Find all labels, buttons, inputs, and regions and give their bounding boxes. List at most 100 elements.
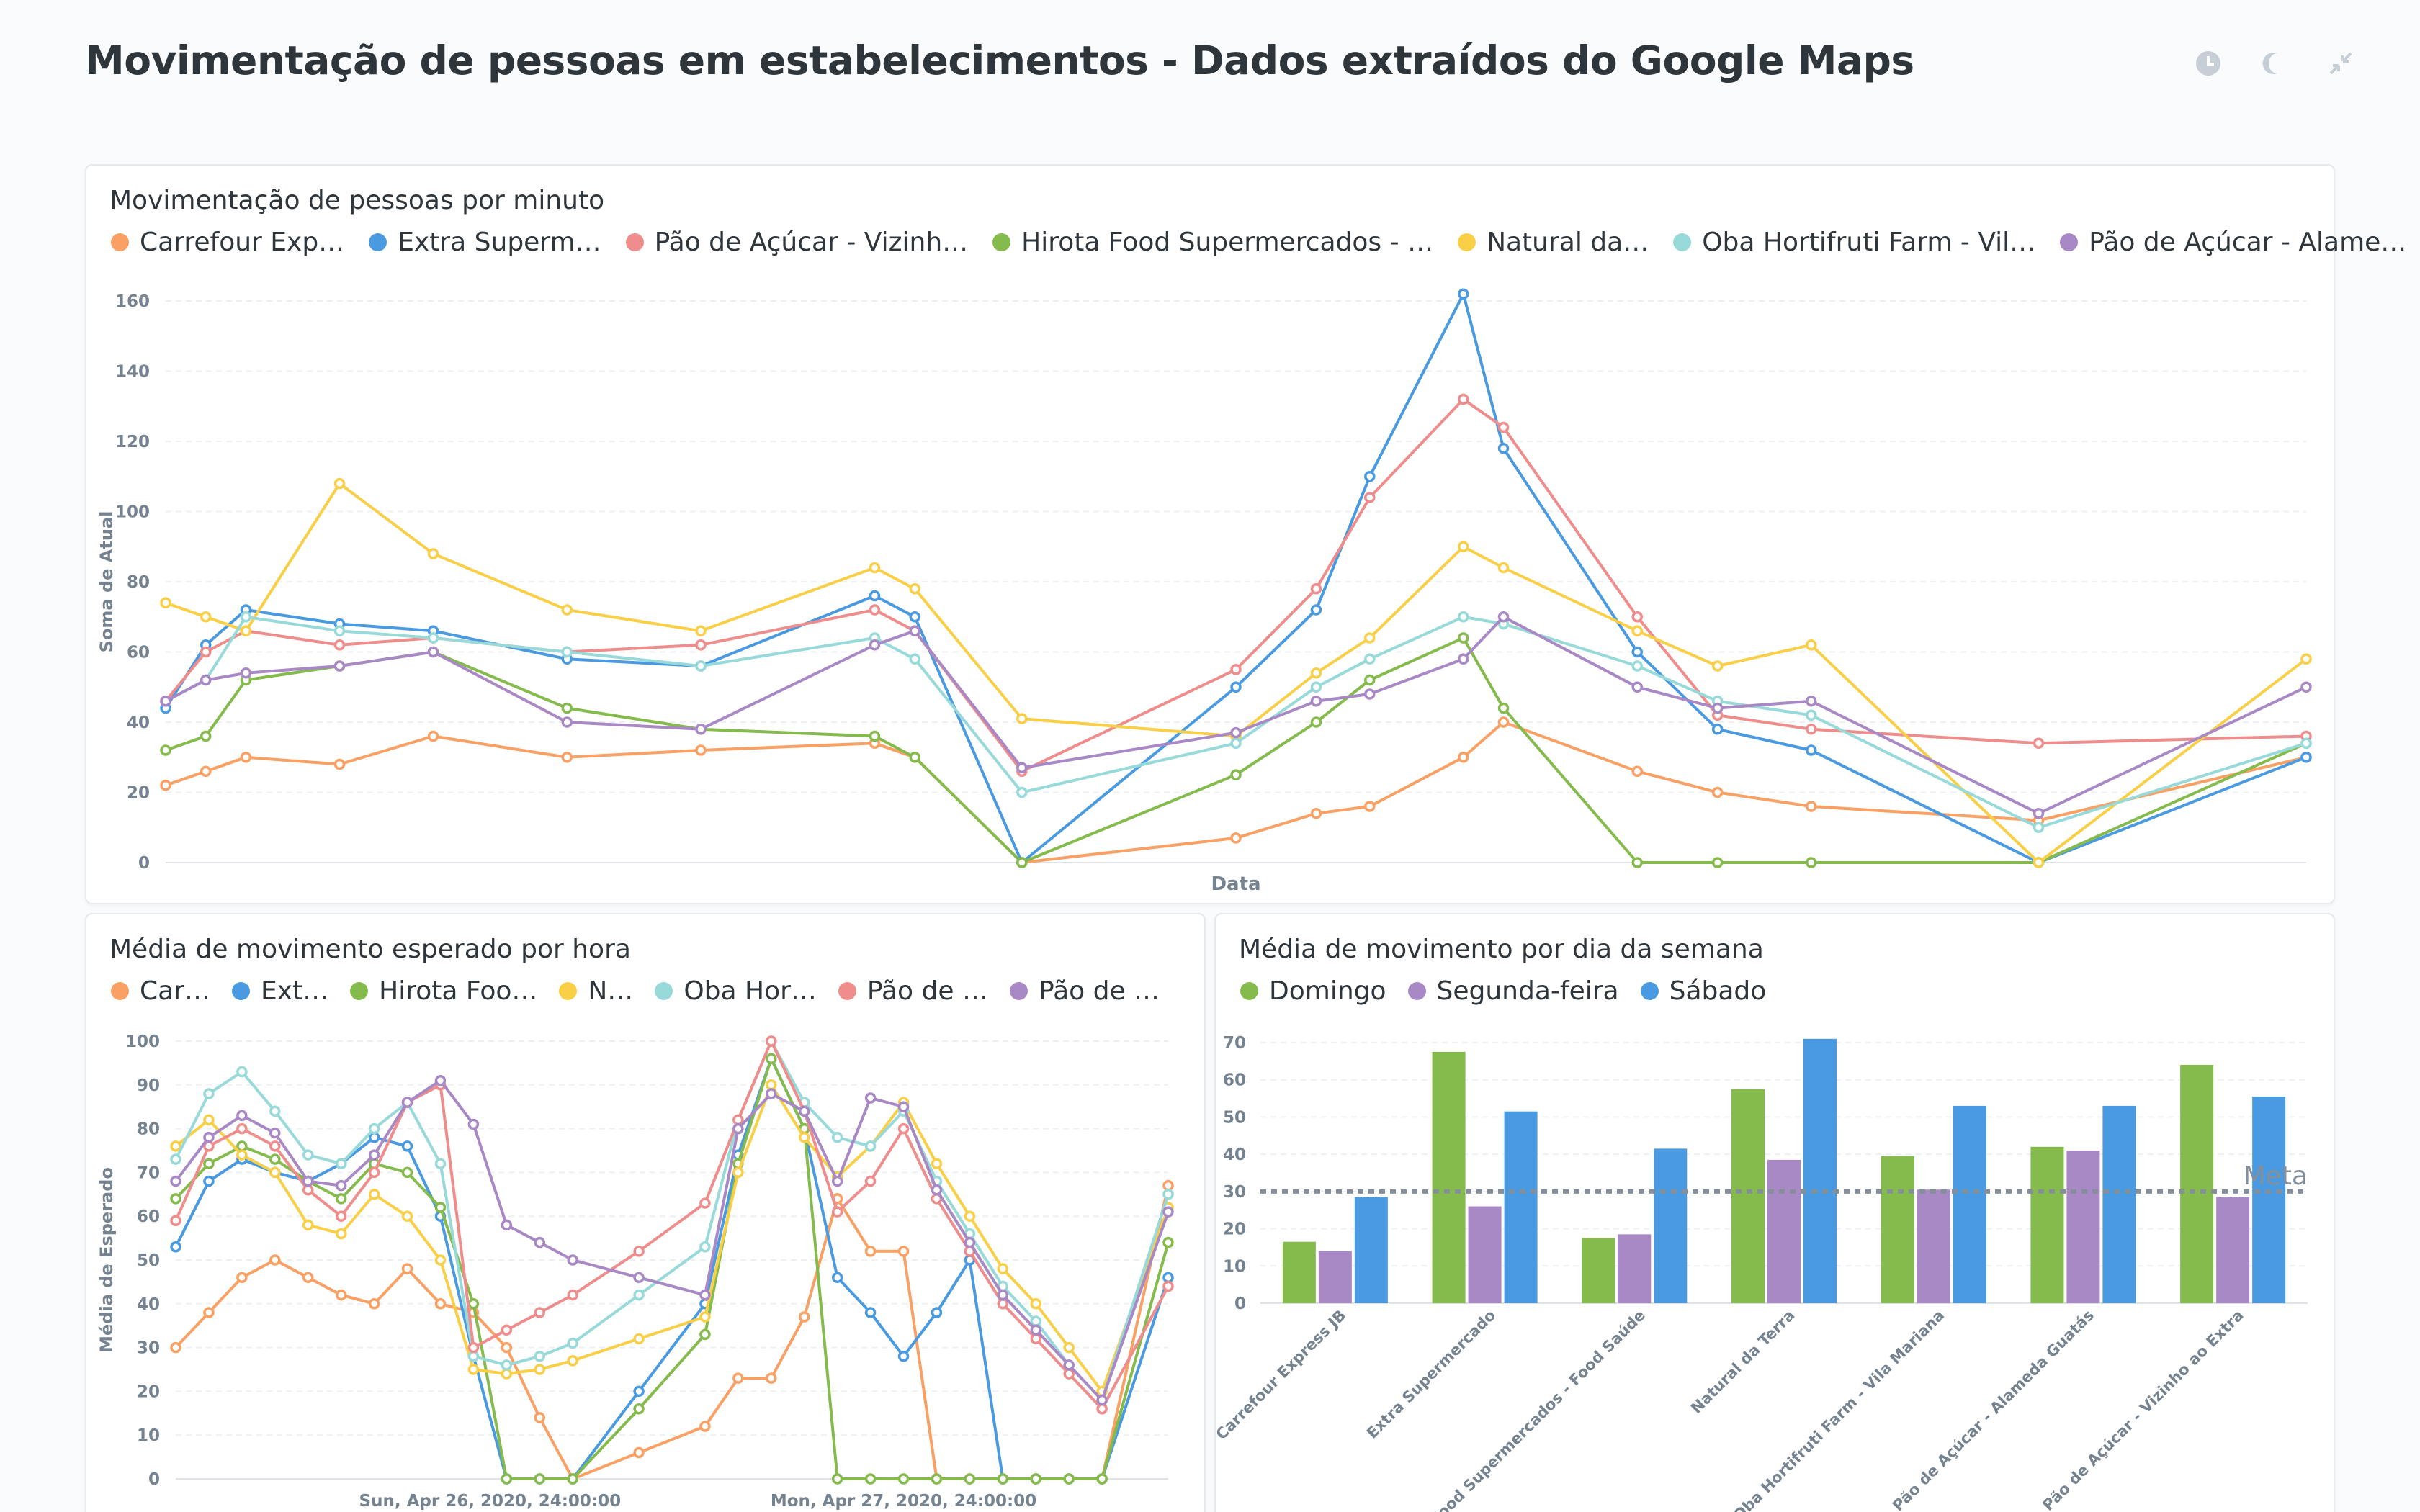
data-point-extra-supermercado: [1364, 471, 1376, 482]
moon-icon[interactable]: [2260, 49, 2289, 78]
data-point-natural-da-terra: [203, 1114, 215, 1126]
x-tick-label: Sun, Apr 26, 2020, 24:00:00: [359, 1492, 622, 1511]
legend-item-oba-hortifruti-farm-vila-mariana[interactable]: Oba Hortifruti Farm - Vil…: [1673, 228, 2035, 257]
bar-domingo: [1582, 1238, 1615, 1303]
data-point-pao-de-acucar-vizinho-ao-extra: [236, 1122, 248, 1135]
data-point-pao-de-acucar-alameda-guatas: [501, 1219, 513, 1231]
x-tick-label: Hirota Food Supermercados - Food Saúde: [1386, 1307, 1649, 1512]
data-point-carrefour-express-jb: [1162, 1179, 1174, 1192]
data-point-oba-hortifruti-farm-vila-mariana: [236, 1066, 248, 1078]
data-point-hirota-food-supermercados-food-saude: [831, 1473, 843, 1485]
data-point-pao-de-acucar-vizinho-ao-extra: [897, 1122, 910, 1135]
clock-icon[interactable]: [2194, 49, 2223, 78]
data-point-hirota-food-supermercados-food-saude: [561, 702, 573, 714]
data-point-hirota-food-supermercados-food-saude: [1063, 1473, 1075, 1485]
legend-item-oba-hortifruti-farm-vila-mariana[interactable]: Oba Hor…: [655, 976, 817, 1006]
data-point-carrefour-express-jb: [1805, 801, 1817, 812]
data-point-oba-hortifruti-farm-vila-mariana: [561, 646, 573, 658]
data-point-hirota-food-supermercados-food-saude: [1030, 1473, 1042, 1485]
data-point-natural-da-terra: [1631, 625, 1643, 636]
legend-item-pao-de-acucar-vizinho-ao-extra[interactable]: Pão de Açúcar - Vizinh…: [625, 228, 969, 257]
data-point-oba-hortifruti-farm-vila-mariana: [269, 1105, 281, 1117]
y-tick-label: 0: [1234, 1295, 1246, 1313]
y-tick-label: 40: [137, 1295, 160, 1314]
legend-label: Pão de …: [1038, 976, 1160, 1006]
x-tick-label: Natural da Terra: [1688, 1307, 1798, 1417]
data-point-oba-hortifruti-farm-vila-mariana: [170, 1153, 182, 1165]
data-point-extra-supermercado: [909, 611, 920, 623]
legend-label: Oba Hortifruti Farm - Vil…: [1702, 228, 2036, 257]
dashboard-title: Movimentação de pessoas em estabelecimen…: [85, 37, 1914, 84]
data-point-pao-de-acucar-alameda-guatas: [1063, 1359, 1075, 1371]
legend-item-extra-supermercado[interactable]: Extra Superm…: [369, 228, 601, 257]
data-point-pao-de-acucar-alameda-guatas: [695, 724, 707, 735]
data-point-pao-de-acucar-alameda-guatas: [561, 716, 573, 728]
data-point-natural-da-terra: [561, 604, 573, 616]
legend-item-pao-de-acucar-alameda-guatas[interactable]: Pão de Açúcar - Alame…: [2060, 228, 2406, 257]
data-point-hirota-food-supermercados-food-saude: [269, 1153, 281, 1165]
data-point-hirota-food-supermercados-food-saude: [909, 752, 920, 763]
data-point-pao-de-acucar-vizinho-ao-extra: [695, 639, 707, 651]
data-point-natural-da-terra: [633, 1333, 645, 1345]
data-point-oba-hortifruti-farm-vila-mariana: [240, 611, 252, 623]
data-point-carrefour-express-jb: [864, 1246, 877, 1257]
legend-label: Pão de Açúcar - Alame…: [2089, 228, 2407, 257]
legend-item-carrefour-express-jb[interactable]: Car…: [111, 976, 210, 1006]
legend-label: Car…: [140, 976, 210, 1006]
legend-item-pao-de-acucar-alameda-guatas[interactable]: Pão de …: [1009, 976, 1160, 1006]
series-line-extra-supermercado: [164, 292, 2307, 864]
legend-item-domingo[interactable]: Domingo: [1240, 976, 1386, 1006]
data-point-pao-de-acucar-vizinho-ao-extra: [1458, 393, 1469, 405]
collapse-icon[interactable]: [2326, 49, 2355, 78]
legend-label: Pão de Açúcar - Vizinh…: [654, 228, 969, 257]
legend-dot: [111, 233, 129, 251]
chart1-legend: Carrefour Exp… Extra Superm… Pão de Açúcar…: [111, 228, 2420, 257]
bar-domingo: [1432, 1051, 1466, 1303]
data-point-pao-de-acucar-vizinho-ao-extra: [269, 1140, 281, 1152]
data-point-pao-de-acucar-alameda-guatas: [909, 625, 920, 636]
chart3-svg: 0 10 20 30 40 50 60 70 Carrefour Express JB Extra…: [1213, 1034, 2308, 1512]
data-point-oba-hortifruti-farm-vila-mariana: [2033, 822, 2045, 833]
legend-item-hirota-food-supermercados-food-saude[interactable]: Hirota Foo…: [350, 976, 537, 1006]
series-line-natural-da-terra: [165, 482, 2308, 864]
legend-item-carrefour-express-jb[interactable]: Carrefour Exp…: [111, 228, 344, 257]
legend-dot: [1240, 982, 1258, 1000]
data-point-carrefour-express-jb: [561, 752, 573, 763]
data-point-pao-de-acucar-vizinho-ao-extra: [1030, 1333, 1042, 1345]
legend-item-hirota-food-supermercados-food-saude[interactable]: Hirota Food Supermercados - …: [992, 228, 1433, 257]
data-point-extra-supermercado: [633, 1385, 645, 1398]
legend-item-natural-da-terra[interactable]: Natural da…: [1458, 228, 1649, 257]
data-point-oba-hortifruti-farm-vila-mariana: [501, 1359, 513, 1371]
data-point-pao-de-acucar-alameda-guatas: [1096, 1394, 1108, 1406]
data-point-pao-de-acucar-alameda-guatas: [401, 1097, 413, 1108]
data-point-hirota-food-supermercados-food-saude: [931, 1473, 943, 1485]
data-point-extra-supermercado: [1230, 681, 1242, 693]
data-point-carrefour-express-jb: [335, 1289, 347, 1301]
data-point-oba-hortifruti-farm-vila-mariana: [1310, 681, 1322, 693]
legend-item-natural-da-terra[interactable]: N…: [559, 976, 633, 1006]
data-point-carrefour-express-jb: [695, 744, 707, 756]
card-movement-by-weekday: Média de movimento por dia da semana Dom…: [1213, 913, 2335, 1512]
legend-item-sabado[interactable]: Sábado: [1640, 976, 1766, 1006]
data-point-hirota-food-supermercados-food-saude: [699, 1328, 711, 1341]
data-point-extra-supermercado: [897, 1351, 910, 1362]
data-point-hirota-food-supermercados-food-saude: [534, 1473, 546, 1485]
data-point-pao-de-acucar-alameda-guatas: [997, 1289, 1009, 1301]
y-tick-label: 140: [115, 363, 150, 382]
data-point-hirota-food-supermercados-food-saude: [1096, 1473, 1108, 1485]
legend-item-extra-supermercado[interactable]: Ext…: [232, 976, 328, 1006]
data-point-pao-de-acucar-alameda-guatas: [240, 667, 252, 679]
legend-item-pao-de-acucar-vizinho-ao-extra[interactable]: Pão de …: [838, 976, 988, 1006]
data-point-pao-de-acucar-alameda-guatas: [1805, 696, 1817, 707]
legend-item-segunda-feira[interactable]: Segunda-feira: [1407, 976, 1619, 1006]
data-point-pao-de-acucar-alameda-guatas: [203, 1132, 215, 1143]
goal-label: Meta: [2244, 1161, 2308, 1191]
y-tick-label: 70: [1223, 1034, 1246, 1053]
chart2-title: Média de movimento esperado por hora: [109, 935, 631, 964]
legend-dot: [992, 233, 1011, 251]
data-point-natural-da-terra: [1016, 713, 1028, 724]
data-point-pao-de-acucar-vizinho-ao-extra: [699, 1197, 711, 1209]
data-point-pao-de-acucar-alameda-guatas: [1230, 726, 1242, 739]
data-point-carrefour-express-jb: [269, 1254, 281, 1266]
data-point-pao-de-acucar-vizinho-ao-extra: [335, 1210, 347, 1222]
